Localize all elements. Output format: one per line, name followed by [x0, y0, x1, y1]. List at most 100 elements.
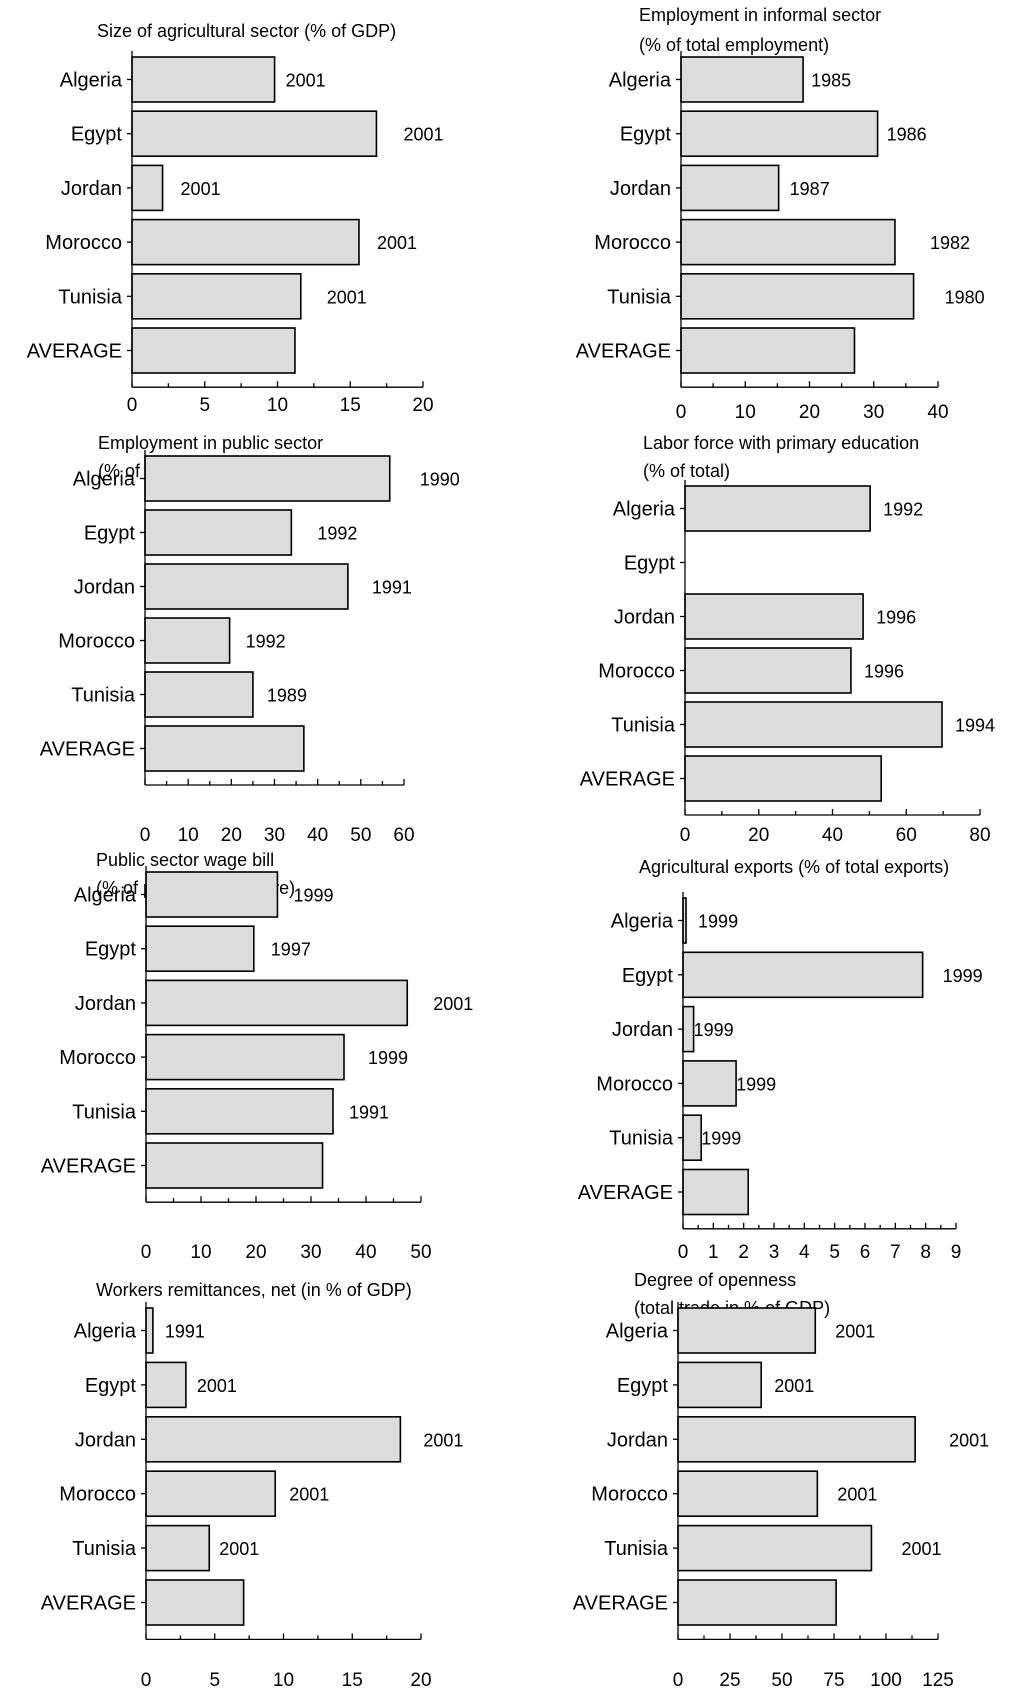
year-label: 1999 [701, 1129, 741, 1149]
bar [680, 327, 856, 374]
bar [145, 925, 255, 973]
year-label: 2001 [835, 1322, 875, 1342]
bar [144, 563, 349, 610]
category-label: Jordan [607, 1429, 668, 1451]
category-label: AVERAGE [576, 341, 671, 363]
year-label: 2001 [837, 1485, 877, 1505]
x-tick-label: 20 [748, 825, 769, 846]
year-label: 2001 [403, 125, 443, 145]
x-tick-label: 30 [300, 1242, 321, 1263]
x-tick-label: 80 [969, 825, 990, 846]
category-label: Tunisia [611, 715, 676, 737]
bar [684, 701, 943, 748]
year-label: 1999 [293, 886, 333, 906]
year-label: 1991 [165, 1322, 205, 1342]
x-tick-label: 7 [890, 1242, 901, 1263]
category-label: AVERAGE [27, 341, 122, 363]
x-tick-label: 0 [678, 1242, 689, 1263]
year-label: 2001 [197, 1376, 237, 1396]
x-tick-label: 10 [735, 402, 756, 423]
x-tick-label: 100 [870, 1670, 902, 1691]
year-label: 1997 [271, 940, 311, 960]
x-tick-label: 2 [738, 1242, 749, 1263]
bar [145, 1470, 277, 1517]
x-tick-label: 9 [951, 1242, 962, 1263]
category-label: Jordan [75, 1429, 136, 1451]
bar [145, 1307, 154, 1354]
category-label: Tunisia [604, 1538, 669, 1560]
category-label: Jordan [75, 993, 136, 1015]
category-label: AVERAGE [580, 769, 675, 791]
x-tick-label: 0 [673, 1670, 684, 1691]
x-tick-label: 0 [141, 1242, 152, 1263]
category-label: AVERAGE [41, 1593, 136, 1615]
x-tick-label: 10 [178, 825, 199, 846]
bar [680, 110, 879, 157]
category-label: Morocco [45, 232, 122, 254]
year-label: 1991 [349, 1102, 389, 1122]
category-label: Egypt [620, 124, 672, 146]
bar [145, 1524, 211, 1572]
bar [684, 755, 882, 802]
category-label: Egypt [624, 553, 676, 575]
bar [131, 272, 302, 320]
x-tick-label: 40 [355, 1242, 376, 1263]
chart-title-line: (% of total) [643, 461, 730, 481]
x-tick-label: 125 [922, 1670, 954, 1691]
chart-panel-1: Size of agricultural sector (% of GDP) Al… [27, 21, 444, 416]
x-tick-label: 75 [823, 1670, 844, 1691]
x-tick-label: 0 [127, 395, 138, 416]
chart-title-line: Degree of openness [634, 1270, 796, 1290]
bar [682, 951, 924, 999]
category-label: AVERAGE [41, 1156, 136, 1178]
bar [680, 272, 915, 320]
x-tick-label: 30 [863, 402, 884, 423]
year-label: 2001 [949, 1430, 989, 1450]
bar [677, 1524, 873, 1572]
category-label: Morocco [58, 631, 135, 653]
chart-title-line: Labor force with primary education [643, 433, 919, 453]
bar [131, 56, 276, 103]
chart-title-line: Agricultural exports (% of total exports… [639, 857, 949, 877]
x-tick-label: 0 [680, 825, 691, 846]
bar [684, 593, 864, 640]
x-tick-label: 60 [896, 825, 917, 846]
year-label: 2001 [433, 994, 473, 1014]
x-tick-label: 10 [190, 1242, 211, 1263]
category-label: Tunisia [72, 1101, 137, 1123]
chart-panel-7: Workers remittances, net (in % of GDP) Al… [41, 1280, 464, 1691]
x-tick-label: 15 [342, 1670, 363, 1691]
category-label: Tunisia [71, 685, 136, 707]
year-label: 1999 [736, 1074, 776, 1094]
year-label: 1985 [811, 71, 851, 91]
category-label: Tunisia [609, 1128, 674, 1150]
year-label: 2001 [181, 179, 221, 199]
category-label: Egypt [71, 124, 123, 146]
category-label: Morocco [59, 1484, 136, 1506]
chart-title-line: Workers remittances, net (in % of GDP) [96, 1280, 412, 1300]
category-label: Algeria [606, 1321, 669, 1343]
x-tick-label: 0 [141, 1670, 152, 1691]
year-label: 2001 [289, 1485, 329, 1505]
bar [682, 1168, 750, 1216]
year-label: 1994 [955, 716, 995, 736]
year-label: 1999 [368, 1048, 408, 1068]
x-tick-label: 20 [799, 402, 820, 423]
category-label: AVERAGE [578, 1182, 673, 1204]
category-label: Algeria [609, 70, 672, 92]
bar [145, 1416, 402, 1463]
chart-panel-2: Employment in informal sector (% of total… [576, 5, 985, 423]
chart-title-line: Employment in informal sector [639, 5, 881, 25]
bar [131, 218, 360, 266]
x-tick-label: 30 [264, 825, 285, 846]
year-label: 1992 [317, 524, 357, 544]
category-label: Jordan [612, 1019, 673, 1041]
category-label: Algeria [74, 885, 137, 907]
bar [144, 455, 391, 502]
category-label: AVERAGE [573, 1593, 668, 1615]
bar [131, 164, 164, 212]
x-tick-label: 10 [273, 1670, 294, 1691]
bar [677, 1470, 819, 1517]
year-label: 1999 [694, 1020, 734, 1040]
year-label: 1992 [246, 632, 286, 652]
